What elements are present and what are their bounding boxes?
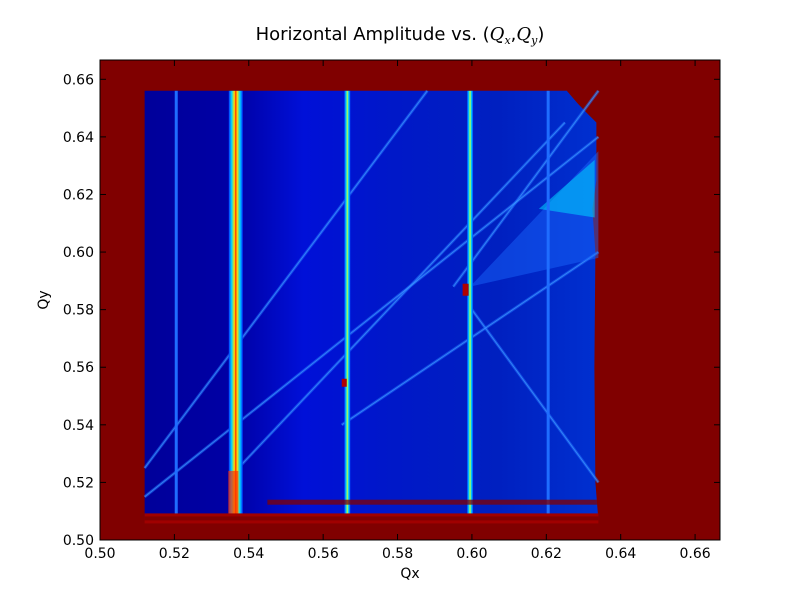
x-tick-label: 0.62 (531, 546, 562, 562)
vertical-resonance (344, 90, 351, 520)
vertical-resonance (228, 90, 243, 520)
y-tick-label: 0.64 (63, 130, 94, 146)
y-tick-label: 0.60 (63, 245, 94, 261)
x-tick-label: 0.56 (308, 546, 339, 562)
y-tick-label: 0.56 (63, 360, 94, 376)
resonance-spot (462, 283, 469, 296)
y-tick-label: 0.52 (63, 475, 94, 491)
x-axis: 0.50 0.52 0.54 0.56 0.58 0.60 0.62 0.64 0.66 (84, 60, 711, 562)
y-tick-label: 0.62 (63, 187, 94, 203)
x-tick-label: 0.52 (159, 546, 190, 562)
x-tick-label: 0.58 (382, 546, 413, 562)
plot-area (100, 60, 720, 540)
scan-region (143, 89, 600, 540)
y-tick-label: 0.54 (63, 418, 94, 434)
y-axis-label: Qy (36, 290, 52, 309)
x-tick-label: 0.66 (679, 546, 710, 562)
y-tick-label: 0.66 (63, 72, 94, 88)
bottom-strip (144, 529, 599, 540)
scan-base (144, 90, 599, 520)
resonance-spot (341, 378, 347, 387)
vertical-resonance (174, 90, 178, 520)
y-axis: 0.50 0.52 0.54 0.56 0.58 0.60 0.62 0.64 0.66 (63, 72, 720, 549)
x-tick-label: 0.60 (456, 546, 487, 562)
x-axis-label: Qx (400, 566, 419, 582)
axes-frame (99, 59, 721, 541)
vertical-resonance (546, 90, 550, 520)
horizontal-band-fringe (267, 499, 599, 505)
x-tick-label: 0.50 (84, 546, 115, 562)
vertical-resonance (467, 90, 474, 520)
diagonal-resonance-core (452, 90, 599, 287)
y-tick-label: 0.58 (63, 303, 94, 319)
chart-title: Horizontal Amplitude vs. (Qx,Qy) (256, 24, 545, 47)
resonance-spill (228, 470, 239, 520)
diagonal-resonance-core (229, 122, 566, 477)
horizontal-band-core (144, 516, 599, 521)
resonance-hotspot (538, 159, 595, 218)
x-tick-label: 0.54 (233, 546, 264, 562)
diagonal-resonance-core (471, 309, 599, 483)
diagonal-resonance-core (144, 136, 599, 498)
diagonal-resonance-core (144, 90, 428, 469)
y-tick-label: 0.50 (63, 533, 94, 549)
x-tick-label: 0.64 (605, 546, 636, 562)
